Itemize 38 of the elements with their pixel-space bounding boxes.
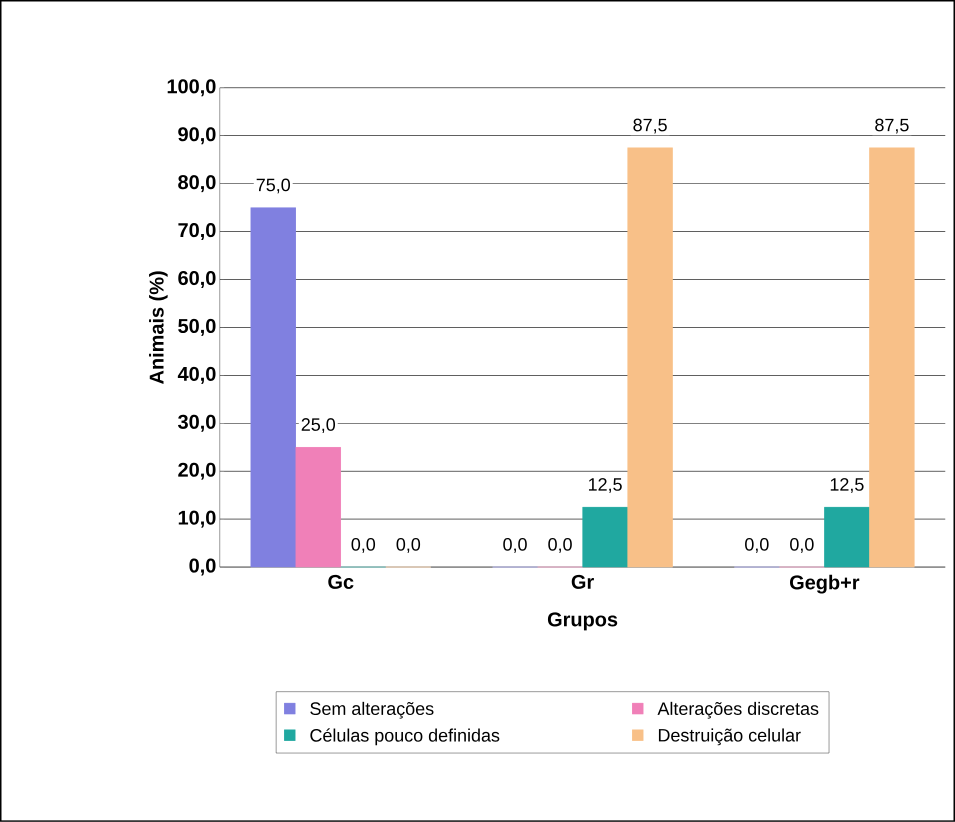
bar [582,506,628,568]
data-label: 87,5 [633,118,667,134]
x-tick-label: Gc [328,574,354,589]
data-label: 0,0 [548,538,572,553]
data-label: 0,0 [745,538,769,553]
y-tick-label: 20,0 [178,462,216,480]
y-axis-title: Animais (%) [149,271,168,384]
legend-label: Alterações discretas [658,702,818,719]
x-tick-label: Gr [572,574,594,589]
data-label: 0,0 [503,538,527,553]
bar [296,447,341,568]
y-tick-label: 40,0 [178,366,216,384]
y-tick-label: 50,0 [178,318,216,336]
y-tick-label: 80,0 [178,175,216,192]
x-tick-label: Gegb+r [790,574,860,594]
data-label: 0,0 [396,538,420,553]
data-label: 87,5 [875,118,909,134]
data-label: 75,0 [256,178,290,194]
y-tick-label: 10,0 [178,510,216,528]
bar [869,148,915,568]
y-tick-label: 60,0 [178,271,216,288]
legend-label: Destruição celular [658,728,801,746]
data-label: 0,0 [352,538,376,553]
legend-label: Células pouco definidas [310,728,500,746]
y-tick-label: 100,0 [168,79,216,96]
data-label: 25,0 [302,418,336,434]
bar [824,506,870,568]
y-tick-label: 30,0 [178,414,216,432]
bar [250,207,296,568]
x-axis-title: Grupos [548,612,618,630]
bar [627,148,673,568]
data-label: 0,0 [790,538,814,553]
data-label: 12,5 [830,478,864,493]
legend-label: Sem alterações [310,702,434,719]
y-tick-label: 0,0 [189,558,216,576]
data-label: 12,5 [588,478,622,493]
y-tick-label: 90,0 [178,127,216,144]
y-tick-label: 70,0 [178,223,216,240]
